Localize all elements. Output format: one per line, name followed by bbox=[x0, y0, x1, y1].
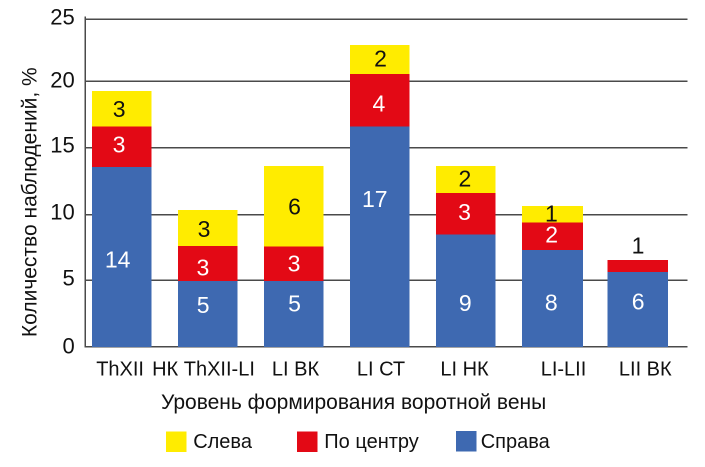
svg-text:0: 0 bbox=[62, 334, 74, 359]
svg-text:1: 1 bbox=[632, 232, 645, 258]
svg-text:LII ВК: LII ВК bbox=[619, 358, 672, 380]
svg-text:5: 5 bbox=[197, 292, 210, 318]
svg-text:6: 6 bbox=[288, 193, 301, 219]
svg-text:2: 2 bbox=[459, 165, 472, 191]
svg-text:По центру: По центру bbox=[324, 431, 419, 453]
svg-text:LI СТ: LI СТ bbox=[357, 358, 405, 380]
svg-text:2: 2 bbox=[374, 46, 387, 72]
svg-text:2: 2 bbox=[545, 222, 558, 248]
svg-text:LI-LII: LI-LII bbox=[541, 358, 587, 380]
svg-text:17: 17 bbox=[362, 186, 388, 212]
svg-text:5: 5 bbox=[288, 290, 301, 316]
svg-text:10: 10 bbox=[50, 200, 74, 225]
svg-text:4: 4 bbox=[373, 91, 386, 117]
svg-text:1: 1 bbox=[545, 200, 558, 226]
svg-text:НК ThXII-LI: НК ThXII-LI bbox=[152, 358, 255, 380]
svg-text:Слева: Слева bbox=[193, 431, 253, 453]
svg-text:8: 8 bbox=[545, 290, 558, 316]
svg-text:LI ВК: LI ВК bbox=[272, 358, 320, 380]
svg-text:3: 3 bbox=[458, 199, 471, 225]
svg-text:6: 6 bbox=[632, 289, 645, 315]
svg-text:14: 14 bbox=[105, 247, 131, 273]
svg-text:25: 25 bbox=[50, 4, 74, 29]
svg-text:LI НК: LI НК bbox=[440, 358, 489, 380]
svg-text:9: 9 bbox=[459, 290, 472, 316]
svg-text:5: 5 bbox=[62, 265, 74, 290]
svg-text:15: 15 bbox=[50, 133, 74, 158]
svg-text:Количество наблюдений, %: Количество наблюдений, % bbox=[19, 67, 42, 337]
svg-text:3: 3 bbox=[198, 216, 211, 242]
svg-text:3: 3 bbox=[288, 251, 301, 277]
svg-text:20: 20 bbox=[50, 68, 74, 93]
svg-text:Уровень формирования воротной: Уровень формирования воротной вены bbox=[161, 391, 546, 414]
svg-text:ThXII: ThXII bbox=[96, 358, 144, 380]
svg-text:3: 3 bbox=[197, 255, 210, 281]
svg-text:3: 3 bbox=[113, 132, 126, 158]
svg-text:3: 3 bbox=[113, 96, 126, 122]
svg-text:Справа: Справа bbox=[481, 431, 551, 453]
